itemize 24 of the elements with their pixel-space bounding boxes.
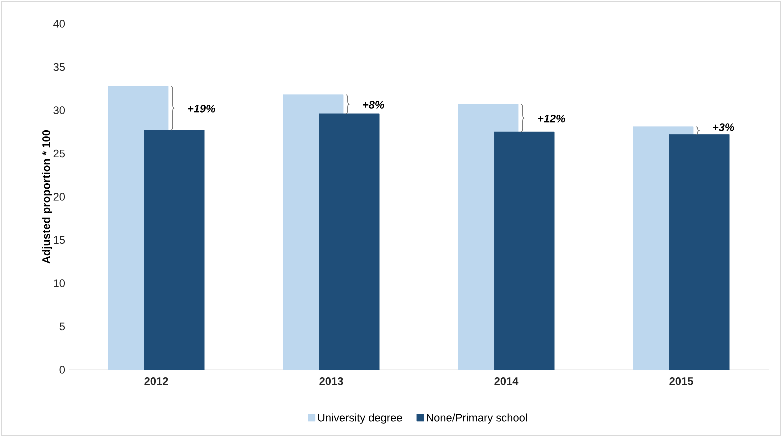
- annotation: +3%: [713, 124, 734, 132]
- x-tick-label: 2015: [670, 378, 694, 386]
- y-tick-label: 20: [54, 193, 66, 201]
- y-tick-label: 0: [60, 366, 66, 374]
- y-tick-label: 15: [54, 236, 66, 244]
- bar: [319, 114, 380, 370]
- y-tick-label: 35: [54, 63, 66, 72]
- y-tick-label: 40: [54, 20, 66, 28]
- y-axis-title: Adjusted proportion * 100: [42, 130, 52, 264]
- x-tick-label: 2012: [144, 378, 168, 386]
- y-tick-label: 10: [54, 280, 66, 288]
- bar: [144, 130, 205, 370]
- y-tick-label: 25: [54, 150, 66, 158]
- legend-label: University degree: [318, 414, 402, 424]
- annotation: +12%: [538, 114, 566, 123]
- x-tick-label: 2013: [320, 378, 344, 386]
- y-tick-label: 30: [54, 106, 66, 114]
- legend-label: None/Primary school: [427, 414, 528, 424]
- annotation: +19%: [188, 105, 216, 113]
- bar: [669, 134, 730, 370]
- x-tick-label: 2014: [494, 378, 519, 386]
- bar: [494, 132, 555, 370]
- annotation: +8%: [363, 101, 384, 109]
- y-tick-label: 5: [60, 322, 66, 331]
